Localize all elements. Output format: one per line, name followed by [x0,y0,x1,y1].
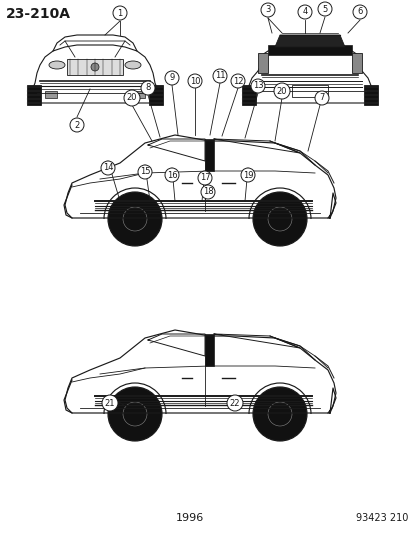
Text: 2: 2 [74,120,79,130]
Text: 14: 14 [102,164,113,173]
Circle shape [212,69,226,83]
Circle shape [101,161,115,175]
Circle shape [201,185,214,199]
Circle shape [273,83,289,99]
Circle shape [252,192,306,246]
Text: 19: 19 [242,171,253,180]
Polygon shape [204,139,214,171]
Circle shape [314,91,328,105]
Ellipse shape [49,61,65,69]
Circle shape [113,6,127,20]
Bar [351,53,361,73]
Bar [291,85,327,97]
Bar [149,85,163,105]
Circle shape [165,168,178,182]
Text: 1996: 1996 [176,513,204,523]
Polygon shape [274,35,344,47]
Circle shape [250,79,264,93]
Circle shape [124,90,140,106]
Bar [267,45,351,55]
Circle shape [138,165,152,179]
Bar [45,91,57,98]
Text: 6: 6 [356,7,362,17]
Text: 4: 4 [301,7,307,17]
Bar [257,53,267,73]
Circle shape [91,63,99,71]
Polygon shape [204,334,214,366]
Text: 7: 7 [318,93,324,102]
Circle shape [197,171,211,185]
Bar [133,91,145,98]
Circle shape [141,81,154,95]
Circle shape [108,192,161,246]
Circle shape [70,118,84,132]
Circle shape [240,168,254,182]
Text: 16: 16 [166,171,177,180]
Text: 1: 1 [117,9,122,18]
Text: 23-210A: 23-210A [6,7,71,21]
Text: 5: 5 [322,4,327,13]
Circle shape [188,74,202,88]
Text: 22: 22 [229,399,240,408]
Text: 15: 15 [140,167,150,176]
Circle shape [252,387,306,441]
Bar [67,59,123,75]
Bar [242,85,255,105]
Text: 18: 18 [202,188,213,197]
Text: 17: 17 [199,174,210,182]
Text: 12: 12 [232,77,243,85]
Text: 11: 11 [214,71,225,80]
Circle shape [317,2,331,16]
Circle shape [352,5,366,19]
Text: 20: 20 [276,86,287,95]
Ellipse shape [125,61,141,69]
Bar [27,85,41,105]
Circle shape [230,74,244,88]
Circle shape [226,395,242,411]
Text: 3: 3 [265,5,270,14]
Text: 9: 9 [169,74,174,83]
Circle shape [108,387,161,441]
Text: 93423 210: 93423 210 [355,513,407,523]
Text: 20: 20 [126,93,137,102]
Text: 10: 10 [189,77,200,85]
Circle shape [297,5,311,19]
Bar [363,85,377,105]
Text: 8: 8 [145,84,150,93]
Text: 21: 21 [104,399,115,408]
Circle shape [165,71,178,85]
Circle shape [102,395,118,411]
Circle shape [260,3,274,17]
Text: 13: 13 [252,82,263,91]
